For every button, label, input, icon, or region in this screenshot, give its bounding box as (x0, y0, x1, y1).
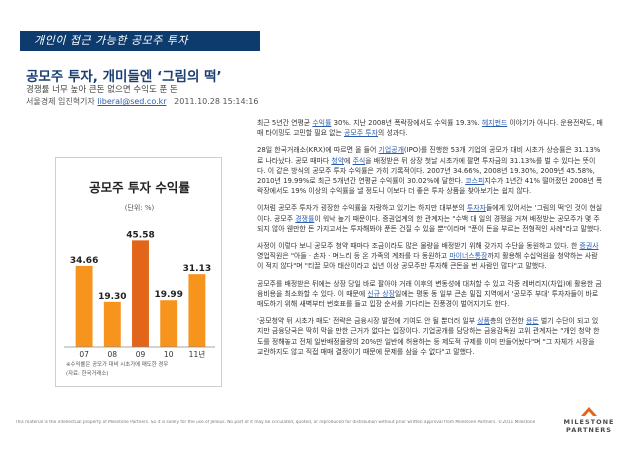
article-text: 지수가 1년간 41% 떨어졌던 2008년 폭락장에서도 19% 이상의 수익… (257, 177, 603, 196)
chart-source: (자료: 한국거래소) (66, 369, 108, 377)
chart-bar (103, 301, 121, 347)
keyword-link[interactable]: 경쟁률 (295, 214, 315, 223)
article-body: 최근 5년간 연평균 수익률 30%. 지난 2008년 폭락장에서도 수익률 … (257, 118, 603, 364)
article-byline: 서울경제 임진혁기자 liberal@sed.co.kr 2011.10.28 … (26, 96, 258, 107)
chart-unit: (단위: %) (125, 203, 155, 212)
chart-category-label: 10 (164, 350, 174, 359)
keyword-link[interactable]: 기업공개 (378, 146, 404, 155)
article-text: '공모청약 뒤 시초가 매도' 전략은 금융시장 발전에 기여도 안 될 뿐더러… (257, 317, 478, 326)
keyword-link[interactable]: 코스피 (465, 177, 485, 186)
article-text: 일에는 평동 동 일부 큰손 밀집 지역에서 '공모주 부대' 투자자들이 바로… (257, 289, 599, 309)
keyword-link[interactable]: 증권사 (579, 242, 599, 251)
article-subhead: 경쟁률 너무 높아 큰돈 없으면 수익도 푼 돈 (26, 85, 178, 95)
chart-category-label: 09 (136, 350, 146, 359)
chart-bar (188, 274, 206, 347)
article-text: 에 (344, 156, 353, 165)
milestone-partners-logo: MILESTONE PARTNERS (553, 405, 625, 435)
chart-value-label: 31.13 (183, 264, 211, 274)
keyword-link[interactable]: 신규 상장 (367, 289, 395, 298)
chart-bar (75, 265, 93, 347)
article-text: 벌기 수단이 되고 있지만 금융당국은 딱히 막을 만한 근거가 없다는 입장이… (257, 317, 600, 356)
article-text: (IPO)를 진행한 53개 기업의 공모가 대비 시초가 상승률은 31.13… (257, 146, 601, 165)
article-text: 이처럼 공모주 투자가 굉장한 수익률을 자랑하고 있기는 하지만 대부분의 (257, 204, 467, 213)
chart-category-label: 11년 (189, 349, 206, 359)
milestone-chevron-icon (581, 407, 597, 416)
article-text: 영업직원은 "아들 · 손자 · 며느리 등 온 가족의 계좌를 다 동원하고 (257, 252, 450, 261)
article-paragraph: 최근 5년간 연평균 수익률 30%. 지난 2008년 폭락장에서도 수익률 … (257, 118, 603, 138)
article-text: 28일 한국거래소(KRX)에 따르면 올 들어 (257, 146, 379, 155)
article-text: 공모주를 배정받은 뒤에는 상장 당일 바로 팔아야 거래 이후의 변동성에 대… (257, 279, 602, 298)
article-text: 이야기가 아니다. 운용전략도, 매매 타이밍도 고민할 필요 없는 (257, 119, 603, 138)
returns-bar-chart: 공모주 투자 수익률 (단위: %) 34.66 07 19.30 08 45.58 09… (64, 180, 215, 377)
chart-category-label: 08 (108, 350, 118, 359)
article-text: 층의 안전한 (489, 317, 527, 326)
article-text: 들에게 있어서는 '그림의 떡'인 것이 현실이다. 공모주 (257, 204, 603, 223)
logo-line-1: MILESTONE (563, 418, 615, 426)
chart-bar (132, 240, 149, 347)
keyword-link[interactable]: 헤지펀드 (481, 119, 508, 127)
byline-source: 서울경제 임진혁기자 (26, 97, 95, 106)
article-paragraph: 공모주를 배정받은 뒤에는 상장 당일 바로 팔아야 거래 이후의 변동성에 대… (257, 279, 603, 310)
article-paragraph: '공모청약 뒤 시초가 매도' 전략은 금융시장 발전에 기여도 안 될 뿐더러… (257, 316, 603, 357)
chart-title: 공모주 투자 수익률 (89, 180, 190, 195)
chart-value-label: 19.99 (154, 290, 182, 300)
keyword-link[interactable]: 마이너스통장 (449, 252, 488, 261)
returns-chart-card: 공모주 투자 수익률 (단위: %) 34.66 07 19.30 08 45.58 09… (55, 157, 222, 387)
article-text: 의 성과다. (377, 129, 408, 138)
article-text: 최근 5년간 연평균 (257, 119, 313, 127)
chart-note: ※수익률은 공모가 대비 시초가에 매도한 경우 (66, 360, 168, 368)
keyword-link[interactable]: 청약 (331, 156, 345, 165)
article-text: 이 워낙 높기 때문이다. 증권업계의 한 관계자는 "수백 대 일의 경쟁을 … (257, 214, 602, 233)
article-text: 을 배정받은 뒤 상장 첫날 시초가에 팔면 투자금의 31.13%를 벌 수 … (257, 156, 596, 186)
chart-value-label: 19.30 (98, 292, 126, 302)
keyword-link[interactable]: 수익률 (312, 119, 332, 127)
copyright-footer: This material is the intellectual proper… (15, 420, 535, 425)
article-paragraph: 이처럼 공모주 투자가 굉장한 수익률을 자랑하고 있기는 하지만 대부분의 투… (257, 203, 603, 234)
banner-title: 개인이 접근 가능한 공모주 투자 (34, 34, 189, 47)
keyword-link[interactable]: 주식 (352, 156, 366, 165)
article-text: 30%. 지난 2008년 폭락장에서도 수익률 19.3%. (331, 119, 482, 127)
chart-value-label: 45.58 (126, 230, 154, 240)
keyword-link[interactable]: 투자자 (466, 204, 486, 213)
article-paragraph: 사정이 이렇다 보니 공모주 청약 때마다 조금이라도 많은 물량을 배정받기 … (257, 241, 603, 272)
chart-bar (160, 300, 178, 347)
article-paragraph: 28일 한국거래소(KRX)에 따르면 올 들어 기업공개(IPO)를 진행한 … (257, 145, 603, 196)
chart-value-label: 34.66 (70, 256, 98, 266)
chart-category-label: 07 (79, 350, 89, 359)
logo-line-2: PARTNERS (566, 426, 612, 434)
keyword-link[interactable]: 상품 (477, 317, 490, 326)
article-text: 까지 활용해 수십억원을 청약하는 사람이 적지 않다"며 "티끌 모아 태산이… (257, 252, 598, 271)
keyword-link[interactable]: 공모주 투자 (344, 129, 378, 138)
article-text: 사정이 이렇다 보니 공모주 청약 때마다 조금이라도 많은 물량을 배정받기 … (257, 242, 580, 251)
article-date: 2011.10.28 15:14:16 (174, 97, 259, 106)
author-email-link[interactable]: liberal@sed.co.kr (97, 97, 167, 106)
keyword-link[interactable]: 용돈 (526, 317, 539, 326)
section-banner: 개인이 접근 가능한 공모주 투자 (20, 31, 260, 51)
article-headline: 공모주 투자, 개미들엔 ‘그림의 떡’ (26, 69, 222, 85)
